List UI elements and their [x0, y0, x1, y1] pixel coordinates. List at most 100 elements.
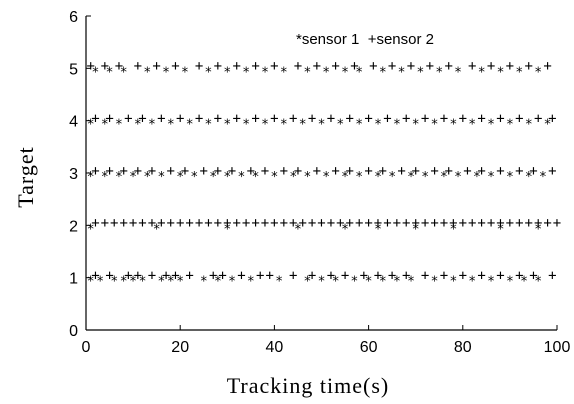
sensor1-point: * — [336, 118, 344, 133]
sensor1-point: * — [181, 65, 189, 80]
sensor2-point: + — [331, 163, 339, 179]
sensor2-point: + — [327, 111, 335, 127]
sensor2-point: + — [101, 216, 109, 232]
sensor2-point: + — [148, 163, 156, 179]
legend: *sensor 1 +sensor 2 — [296, 31, 434, 48]
sensor2-point: + — [496, 111, 504, 127]
sensor2-point: + — [261, 163, 269, 179]
sensor2-point: + — [91, 216, 99, 232]
sensor2-point: + — [534, 216, 542, 232]
y-tick-label: 4 — [69, 114, 78, 131]
sensor1-point: * — [96, 275, 104, 290]
sensor2-point: + — [515, 111, 523, 127]
sensor1-point: * — [449, 222, 457, 237]
sensor2-point: + — [383, 216, 391, 232]
sensor2-point: + — [364, 216, 372, 232]
sensor1-point: * — [303, 170, 311, 185]
sensor2-point: + — [421, 111, 429, 127]
sensor2-point: + — [233, 111, 241, 127]
sensor1-point: * — [252, 170, 260, 185]
sensor2-point: + — [138, 111, 146, 127]
sensor2-point: + — [477, 163, 485, 179]
sensor2-point: + — [223, 216, 231, 232]
sensor1-point: * — [341, 65, 349, 80]
sensor1-point: * — [520, 275, 528, 290]
sensor2-point: + — [308, 216, 316, 232]
sensor2-point: + — [440, 216, 448, 232]
x-axis-title: Tracking time(s) — [227, 373, 389, 398]
sensor1-point: * — [209, 170, 217, 185]
sensor1-point: * — [120, 275, 128, 290]
sensor1-point: * — [478, 65, 486, 80]
sensor2-point: + — [157, 216, 165, 232]
sensor2-point: + — [308, 268, 316, 284]
sensor1-point: * — [303, 275, 311, 290]
sensor2-point: + — [525, 59, 533, 75]
sensor2-point: + — [251, 111, 259, 127]
sensor1-point: * — [374, 222, 382, 237]
sensor1-point: * — [421, 170, 429, 185]
sensor1-point: * — [214, 275, 222, 290]
sensor1-point: * — [190, 170, 198, 185]
sensor1-point: * — [454, 65, 462, 80]
sensor1-point: * — [544, 118, 552, 133]
sensor2-point: + — [529, 268, 537, 284]
sensor1-point: * — [87, 275, 95, 290]
sensor2-point: + — [91, 268, 99, 284]
sensor2-point: + — [218, 268, 226, 284]
sensor2-point: + — [360, 268, 368, 284]
sensor1-point: * — [280, 65, 288, 80]
sensor1-point: * — [134, 118, 142, 133]
sensor2-point: + — [402, 268, 410, 284]
sensor2-point: + — [388, 59, 396, 75]
sensor1-point: * — [280, 118, 288, 133]
sensor1-point: * — [139, 275, 147, 290]
sensor2-point: + — [496, 216, 504, 232]
sensor2-point: + — [119, 163, 127, 179]
sensor1-point: * — [322, 65, 330, 80]
sensor2-point: + — [421, 216, 429, 232]
sensor2-point: + — [468, 216, 476, 232]
sensor2-point: + — [477, 216, 485, 232]
sensor2-point: + — [214, 111, 222, 127]
sensor2-point: + — [331, 59, 339, 75]
data-marks: * * * * * * * * * * * * * * * * * * * * * * * * * * * * ** * * * * * * * * **… — [86, 59, 561, 290]
sensor1-point: * — [534, 222, 542, 237]
sensor2-point: + — [195, 59, 203, 75]
x-tick-label: 0 — [82, 339, 91, 356]
sensor2-point: + — [237, 268, 245, 284]
sensor1-point: * — [487, 170, 495, 185]
sensor1-point: * — [497, 65, 505, 80]
sensor1-point: * — [506, 118, 514, 133]
sensor1-point: * — [355, 118, 363, 133]
sensor2-point: + — [110, 216, 118, 232]
sensor2-point: + — [86, 59, 94, 75]
sensor2-point: + — [346, 163, 354, 179]
x-tick-label: 100 — [544, 339, 571, 356]
sensor2-point: + — [402, 216, 410, 232]
y-axis-title: Target — [13, 146, 38, 207]
sensor2-point: + — [265, 268, 273, 284]
sensor2-point: + — [350, 59, 358, 75]
sensor2-point: + — [402, 111, 410, 127]
sensor2-point: + — [515, 216, 523, 232]
sensor1-point: * — [200, 275, 208, 290]
y-tick-label: 6 — [69, 9, 78, 26]
sensor2-point: + — [124, 268, 132, 284]
sensor1-point: * — [355, 170, 363, 185]
sensor1-point: * — [341, 222, 349, 237]
sensor2-point: + — [506, 216, 514, 232]
sensor2-point: + — [162, 268, 170, 284]
sensor1-point: * — [261, 118, 269, 133]
sensor2-point: + — [167, 163, 175, 179]
sensor1-point: * — [129, 275, 137, 290]
sensor1-point: * — [247, 275, 255, 290]
sensor2-point: + — [91, 111, 99, 127]
sensor2-point: + — [176, 111, 184, 127]
sensor2-point: + — [487, 216, 495, 232]
sensor2-point: + — [336, 216, 344, 232]
sensor2-point: + — [364, 163, 372, 179]
sensor2-point: + — [383, 111, 391, 127]
sensor1-point: * — [355, 65, 363, 80]
